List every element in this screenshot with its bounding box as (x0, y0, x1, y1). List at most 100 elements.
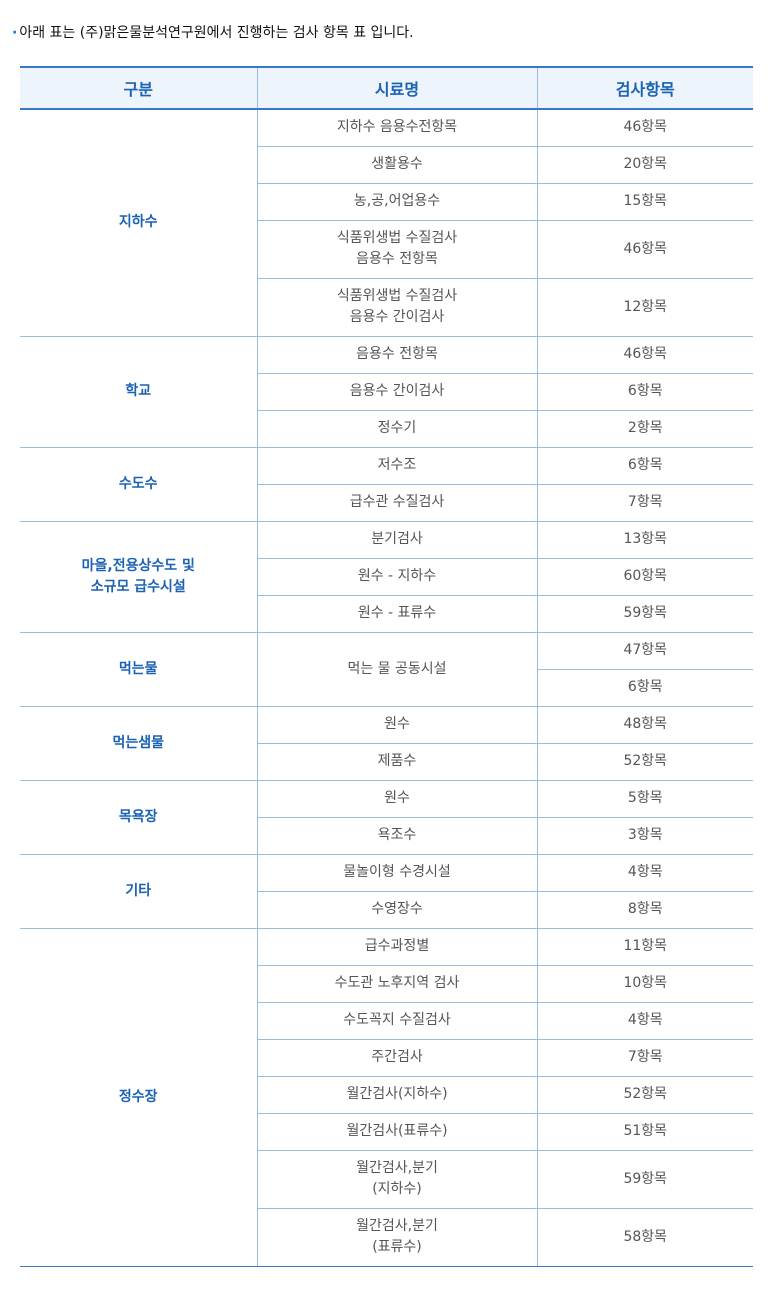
sample-name-label: 분기검사 (371, 531, 423, 547)
sample-name-cell: 제품수 (256, 743, 537, 781)
sample-name-label: (지하수) (372, 1181, 422, 1197)
sample-name-cell: 생활용수 (256, 146, 537, 184)
table-row: 지하수 지하수 음용수전항목 46항목 (20, 109, 753, 337)
test-items-cell: 11항목 (536, 928, 753, 966)
table-row: 원수 - 표류수 59항목 (20, 595, 753, 633)
table-row: 수영장수 8항목 (20, 891, 753, 929)
sample-name-cell: 수도관 노후지역 검사 (256, 965, 537, 1003)
category-label: 기타 (125, 882, 152, 899)
test-items-cell: 52항목 (536, 1076, 753, 1114)
sample-name-label: 욕조수 (377, 827, 417, 843)
sample-name-cell: 물놀이형 수경시설 (256, 854, 537, 892)
test-items-cell: 5항목 (536, 780, 753, 818)
test-items-cell: 8항목 (536, 891, 753, 929)
category-cell: 지하수 (20, 109, 257, 337)
table-row: 식품위생법 수질검사 음용수 전항목 46항목 (20, 220, 753, 279)
sample-name-label: 급수관 수질검사 (349, 494, 445, 510)
test-items-cell: 60항목 (536, 558, 753, 596)
table-row: 생활용수 20항목 (20, 146, 753, 184)
sample-name-cell: 급수과정별 (256, 928, 537, 966)
sample-name-label: 음용수 전항목 (356, 346, 438, 362)
sample-name-label: 음용수 간이검사 (349, 309, 445, 325)
sample-name-label: 저수조 (377, 457, 417, 473)
test-items-cell: 13항목 (536, 521, 753, 559)
table-row: 기타 물놀이형 수경시설 4항목 (20, 854, 753, 929)
table-row: 수도관 노후지역 검사 10항목 (20, 965, 753, 1003)
test-items-cell: 59항목 (536, 1150, 753, 1209)
test-items-cell: 48항목 (536, 706, 753, 744)
test-items-cell: 7항목 (536, 1039, 753, 1077)
test-items-cell: 12항목 (536, 278, 753, 337)
category-label: 목욕장 (118, 808, 158, 825)
sample-name-label: 음용수 전항목 (356, 251, 438, 267)
table-row: 원수 - 지하수 60항목 (20, 558, 753, 596)
sample-name-label: 물놀이형 수경시설 (343, 864, 451, 880)
test-items-cell: 52항목 (536, 743, 753, 781)
category-label: 소규모 급수시설 (90, 578, 186, 595)
table-header-row: 구분 시료명 검사항목 (20, 66, 753, 110)
test-items-cell: 10항목 (536, 965, 753, 1003)
category-cell: 수도수 (20, 447, 257, 522)
sample-name-cell: 월간검사(표류수) (256, 1113, 537, 1151)
sample-name-label: 식품위생법 수질검사 (336, 230, 458, 246)
category-label: 수도수 (118, 475, 158, 492)
sample-name-cell: 수도꼭지 수질검사 (256, 1002, 537, 1040)
sample-name-cell: 음용수 전항목 (256, 336, 537, 374)
category-label: 먹는물 (118, 660, 158, 677)
test-items-cell: 15항목 (536, 183, 753, 221)
sample-name-cell: 주간검사 (256, 1039, 537, 1077)
category-cell: 먹는물 (20, 632, 257, 707)
header-test-items: 검사항목 (536, 66, 753, 110)
sample-name-label: 원수 - 표류수 (357, 605, 437, 621)
table-row: 제품수 52항목 (20, 743, 753, 781)
test-items-cell: 20항목 (536, 146, 753, 184)
test-items-cell: 46항목 (536, 220, 753, 279)
sample-name-label: 원수 (384, 716, 410, 732)
test-items-cell: 2항목 (536, 410, 753, 448)
sample-name-label: 주간검사 (371, 1049, 423, 1065)
intro-text: · 아래 표는 (주)맑은물분석연구원에서 진행하는 검사 항목 표 입니다. (12, 22, 414, 42)
sample-name-label: 생활용수 (371, 156, 423, 172)
sample-name-label: (표류수) (372, 1239, 422, 1255)
table-row: 학교 음용수 전항목 46항목 (20, 336, 753, 448)
test-items-cell: 59항목 (536, 595, 753, 633)
table-row: 먹는물 먹는 물 공동시설 47항목 (20, 632, 753, 707)
test-items-cell: 6항목 (536, 447, 753, 485)
sample-name-cell: 분기검사 (256, 521, 537, 559)
sample-name-label: 음용수 간이검사 (349, 383, 445, 399)
sample-name-label: 수영장수 (371, 901, 423, 917)
table-row: 월간검사(표류수) 51항목 (20, 1113, 753, 1151)
sample-name-cell: 원수 - 표류수 (256, 595, 537, 633)
sample-name-label: 농,공,어업용수 (353, 193, 441, 209)
table-row: 월간검사,분기 (표류수) 58항목 (20, 1208, 753, 1267)
category-cell: 먹는샘물 (20, 706, 257, 781)
test-items-cell: 4항목 (536, 854, 753, 892)
category-label: 마을,전용상수도 및 (81, 557, 195, 574)
table-body: 지하수 지하수 음용수전항목 46항목 생활용수 20항목 농,공,어업용수 15항목 식품위… (20, 109, 753, 1267)
sample-name-label: 월간검사,분기 (356, 1160, 438, 1176)
table-row: 주간검사 7항목 (20, 1039, 753, 1077)
category-cell: 기타 (20, 854, 257, 929)
header-sample-name: 시료명 (256, 66, 537, 110)
test-items-cell: 6항목 (536, 669, 753, 707)
sample-name-label: 제품수 (377, 753, 417, 769)
sample-name-cell: 원수 - 지하수 (256, 558, 537, 596)
intro-label: 아래 표는 (주)맑은물분석연구원에서 진행하는 검사 항목 표 입니다. (19, 25, 414, 41)
category-cell: 학교 (20, 336, 257, 448)
sample-name-cell: 원수 (256, 780, 537, 818)
sample-name-label: 월간검사,분기 (356, 1218, 438, 1234)
test-items-cell: 3항목 (536, 817, 753, 855)
sample-name-cell: 저수조 (256, 447, 537, 485)
table-row: 먹는샘물 원수 48항목 (20, 706, 753, 781)
test-items-cell: 51항목 (536, 1113, 753, 1151)
sample-name-cell: 지하수 음용수전항목 (256, 109, 537, 147)
bullet-icon: · (12, 25, 18, 41)
sample-name-cell: 수영장수 (256, 891, 537, 929)
sample-name-cell: 음용수 간이검사 (256, 373, 537, 411)
sample-name-label: 식품위생법 수질검사 (336, 288, 458, 304)
table-row: 월간검사(지하수) 52항목 (20, 1076, 753, 1114)
